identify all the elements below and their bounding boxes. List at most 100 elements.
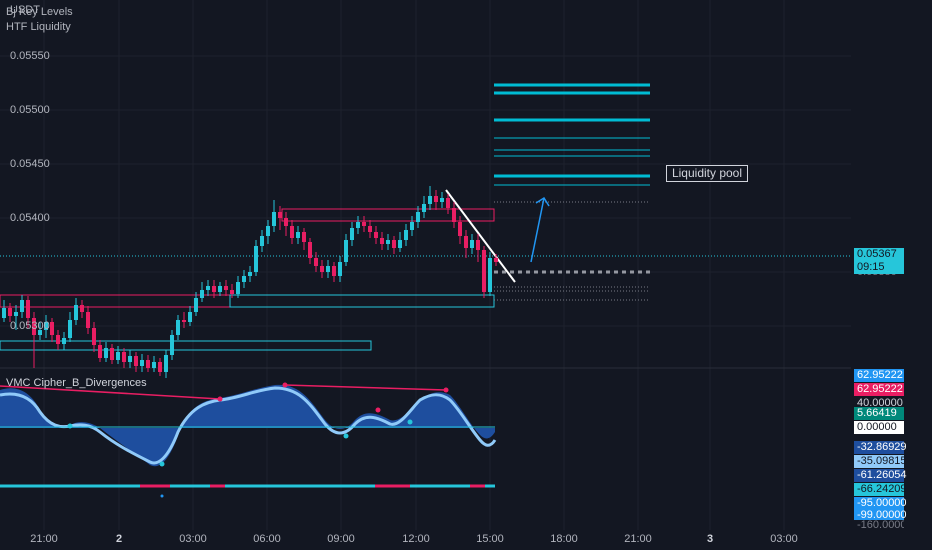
candle-down xyxy=(308,242,312,258)
candle-down xyxy=(110,348,114,360)
candle-down xyxy=(56,335,60,344)
candle-down xyxy=(434,196,438,202)
time-label: 21:00 xyxy=(624,533,652,545)
candle-up xyxy=(104,348,108,358)
candle-down xyxy=(458,222,462,236)
candle-up xyxy=(338,262,342,276)
candle-up xyxy=(350,228,354,240)
indicator-name-htf-liquidity: HTF Liquidity xyxy=(6,21,71,33)
candle-down xyxy=(302,232,306,242)
indicator-tag: -160.00000 xyxy=(854,520,904,530)
price-label: 0.05300 xyxy=(10,320,50,332)
candle-up xyxy=(428,196,432,204)
candle-up xyxy=(140,360,144,366)
candle-up xyxy=(14,312,18,316)
wave-dark-area xyxy=(0,384,495,467)
candle-up xyxy=(344,240,348,262)
candle-up xyxy=(206,286,210,290)
candle-up xyxy=(20,300,24,312)
wave-light-line xyxy=(0,386,497,465)
candle-up xyxy=(416,212,420,222)
time-label: 3 xyxy=(706,533,714,545)
time-label: 03:00 xyxy=(179,533,207,545)
candle-down xyxy=(146,360,150,368)
candle-up xyxy=(68,320,72,338)
divergence-line-1 xyxy=(0,385,221,400)
candle-up xyxy=(260,236,264,246)
candle-down xyxy=(80,305,84,312)
divergence-line-2 xyxy=(284,384,447,391)
candle-up xyxy=(218,286,222,292)
candle-up xyxy=(176,320,180,335)
candle-down xyxy=(332,266,336,276)
candle-up xyxy=(422,204,426,212)
candle-up xyxy=(470,240,474,248)
price-scale[interactable]: USDT 0.05550 0.05500 0.05450 0.05400 0.0… xyxy=(0,0,81,550)
candle-down xyxy=(224,286,228,290)
liquidity-lines xyxy=(494,83,650,186)
candle-up xyxy=(170,335,174,355)
candle-up xyxy=(410,222,414,230)
indicator-tag: -95.00000 xyxy=(854,497,907,510)
candle-down xyxy=(320,266,324,272)
candle-down xyxy=(446,198,450,208)
candle-up xyxy=(398,240,402,248)
candle-up xyxy=(116,352,120,360)
candle-down xyxy=(494,258,498,262)
current-price: 0.05367 xyxy=(857,248,897,260)
main-chart[interactable] xyxy=(0,0,851,550)
candle-up xyxy=(164,355,168,372)
price-label: 0.05400 xyxy=(10,212,50,224)
candle-down xyxy=(134,356,138,366)
liquidity-pool-label: Liquidity pool xyxy=(666,165,748,182)
candle-up xyxy=(488,258,492,292)
indicator-tag: 62.95222 xyxy=(854,369,904,382)
candle-down xyxy=(122,352,126,362)
candle-up xyxy=(74,305,78,320)
price-label: 0.05450 xyxy=(10,158,50,170)
time-label: 12:00 xyxy=(402,533,430,545)
time-label: 18:00 xyxy=(550,533,578,545)
currency-label: USDT xyxy=(10,4,40,16)
candle-up xyxy=(242,276,246,282)
candle-down xyxy=(284,218,288,226)
candle-up xyxy=(296,232,300,238)
candle-up xyxy=(2,308,6,318)
candle-down xyxy=(482,250,486,292)
arrow-up-icon xyxy=(530,196,550,263)
candle-up xyxy=(194,298,198,312)
candle-up xyxy=(38,330,42,335)
candle-down xyxy=(476,240,480,250)
candle-up xyxy=(386,240,390,244)
time-axis[interactable]: 21:00 2 03:00 06:00 09:00 12:00 15:00 18… xyxy=(0,530,851,550)
indicator-tag: 0.00000 xyxy=(854,421,904,434)
time-label: 2 xyxy=(115,533,123,545)
candle-down xyxy=(314,258,318,266)
time-label: 06:00 xyxy=(253,533,281,545)
candle-down xyxy=(8,308,12,316)
indicator-tag: -32.86929 xyxy=(854,441,907,454)
candle-up xyxy=(254,246,258,272)
candle-up xyxy=(266,226,270,236)
candle-down xyxy=(182,320,186,322)
candle-up xyxy=(248,272,252,276)
countdown-timer: 09:15 xyxy=(857,261,885,273)
candle-up xyxy=(128,356,132,362)
candle-down xyxy=(50,322,54,335)
zone-lower xyxy=(0,340,372,351)
candle-down xyxy=(98,345,102,358)
price-label: 0.05550 xyxy=(10,50,50,62)
indicator-tag: 5.66419 xyxy=(854,407,904,420)
candle-down xyxy=(92,328,96,345)
indicator-name-bj-key-levels: Bj Key Levels xyxy=(6,6,73,18)
candle-up xyxy=(272,212,276,226)
indicator-tag: 62.95222 xyxy=(854,383,904,396)
time-label: 15:00 xyxy=(476,533,504,545)
indicator-tag: -99.00000 xyxy=(854,509,907,522)
candle-up xyxy=(236,282,240,294)
trend-line xyxy=(445,189,516,283)
price-label: 0.05500 xyxy=(10,104,50,116)
candles xyxy=(2,186,498,378)
candle-down xyxy=(374,232,378,238)
indicator-tag: -35.09815 xyxy=(854,455,907,468)
